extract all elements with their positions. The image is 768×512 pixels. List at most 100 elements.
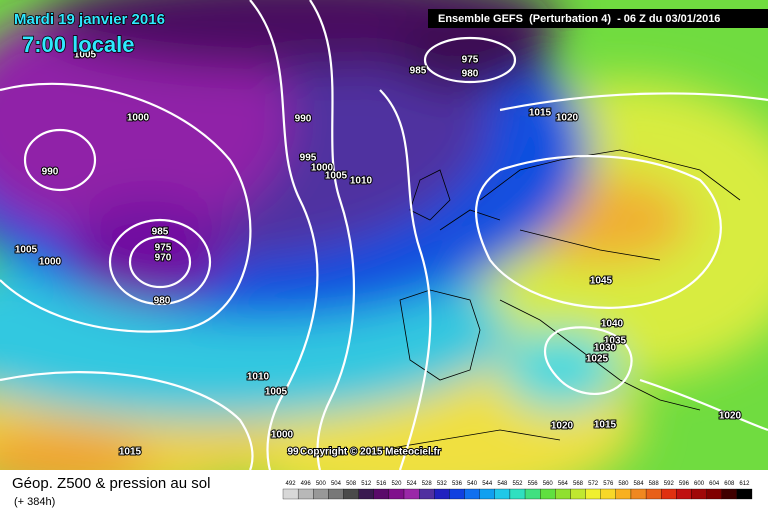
isobar-label: 1040	[601, 319, 624, 330]
colorbar-swatch	[479, 488, 495, 500]
isobar-label: 1035	[604, 336, 627, 347]
colorbar-swatch	[373, 488, 390, 500]
colorbar-swatch	[464, 488, 480, 500]
isobar-label: 1000	[39, 257, 62, 268]
colorbar-label: 512	[361, 481, 372, 487]
isobar-label: 990	[42, 167, 59, 178]
colorbar-label: 520	[391, 481, 402, 487]
isobar-label: 1025	[586, 354, 609, 365]
isobar-label: 985	[152, 227, 169, 238]
colorbar-label: 560	[543, 481, 554, 487]
isobar-label: 1000	[271, 430, 294, 441]
colorbar-swatch	[343, 488, 359, 500]
colorbar-label: 564	[558, 481, 569, 487]
colorbar-label: 528	[422, 481, 433, 487]
colorbar-swatch	[403, 488, 420, 500]
legend-title: Géop. Z500 & pression au sol	[12, 475, 210, 492]
colorbar-label: 612	[739, 481, 750, 487]
isobar-label: 1005	[325, 171, 348, 182]
colorbar-label: 532	[437, 481, 448, 487]
isobar-label: 1020	[556, 113, 579, 124]
isobars	[0, 0, 768, 470]
isobar-label: 1020	[551, 421, 574, 432]
colorbar-swatch	[736, 488, 753, 500]
colorbar-swatch	[509, 488, 526, 500]
colorbar-label: 604	[709, 481, 720, 487]
colorbar-swatch	[524, 488, 541, 500]
isobar-label: 980	[462, 69, 479, 80]
colorbar-label: 516	[376, 481, 387, 487]
colorbar-label: 508	[346, 481, 357, 487]
isobar-label: 1020	[719, 411, 742, 422]
colorbar-swatch	[282, 488, 299, 500]
colorbar-swatch	[570, 488, 586, 500]
colorbar-swatch	[721, 488, 738, 500]
colorbar-label: 552	[512, 481, 523, 487]
colorbar-swatch	[358, 488, 374, 500]
isobar-label: 1030	[594, 343, 617, 354]
isobar-label: 1015	[529, 108, 552, 119]
forecast-time: 7:00 locale	[22, 32, 135, 57]
colorbar-swatch	[434, 488, 450, 500]
colorbar-label: 492	[286, 481, 297, 487]
isobar-label: 975	[462, 55, 479, 66]
colorbar-label: 548	[497, 481, 508, 487]
colorbar-swatch	[297, 488, 314, 500]
colorbar-swatch	[630, 488, 647, 500]
copyright: Copyright © 2015 Meteociel.fr	[300, 447, 441, 458]
colorbar-label: 584	[634, 481, 645, 487]
colorbar-label: 596	[679, 481, 690, 487]
colorbar-swatch	[555, 488, 571, 500]
isobar-label: 990	[295, 114, 312, 125]
colorbar-swatch	[419, 488, 435, 500]
isobar-label: 1045	[590, 276, 613, 287]
colorbar-label: 524	[407, 481, 418, 487]
isobar-label: 1010	[350, 176, 373, 187]
colorbar-label: 540	[467, 481, 478, 487]
colorbar-swatch	[706, 488, 722, 500]
legend-subtitle: (+ 384h)	[14, 496, 55, 508]
isobar-label: 1005	[15, 245, 38, 256]
colorbar-label: 608	[724, 481, 735, 487]
colorbar-label: 568	[573, 481, 584, 487]
isobar-label: 970	[155, 253, 172, 264]
forecast-date: Mardi 19 janvier 2016	[14, 11, 165, 28]
isobar-label: 985	[410, 66, 427, 77]
colorbar-label: 588	[649, 481, 660, 487]
isobar-label: 980	[154, 296, 171, 307]
colorbar-label: 600	[694, 481, 705, 487]
colorbar-swatch	[494, 488, 511, 500]
model-banner	[428, 9, 768, 28]
colorbar-swatch	[449, 488, 465, 500]
colorbar-swatch	[585, 488, 601, 500]
isobar-label: 1015	[594, 420, 617, 431]
colorbar-swatch	[661, 488, 677, 500]
isobar-label: 975	[155, 243, 172, 254]
isobar-labels: 975 980 985 1000 990 995 1000 1005 1010 …	[14, 49, 743, 459]
colorbar-label: 500	[316, 481, 327, 487]
isobar-label: 1000	[311, 163, 334, 174]
model-info: Ensemble GEFS (Perturbation 4) - 06 Z du…	[438, 13, 720, 25]
colorbar-swatch	[615, 488, 632, 500]
colorbar-swatch	[328, 488, 344, 500]
colorbar-swatch	[691, 488, 707, 500]
isobar-label: 99	[287, 447, 299, 458]
colorbar-swatch	[676, 488, 692, 500]
colorbar-swatch	[540, 488, 556, 500]
isobar-label: 995	[300, 153, 317, 164]
colorbar-label: 572	[588, 481, 599, 487]
colorbar-label: 592	[664, 481, 675, 487]
isobar-label: 1005	[74, 50, 97, 61]
colorbar-label: 504	[331, 481, 342, 487]
colorbar-label: 496	[301, 481, 312, 487]
isobar-label: 1010	[247, 372, 270, 383]
colorbar: 492 496 500 504 508 512 516 520 524 528 532 536 540 5…	[282, 481, 753, 500]
colorbar-label: 580	[618, 481, 629, 487]
colorbar-label: 536	[452, 481, 463, 487]
isobar-label: 1000	[127, 113, 150, 124]
colorbar-swatch	[645, 488, 662, 500]
colorbar-label: 576	[603, 481, 614, 487]
colorbar-label: 544	[482, 481, 493, 487]
